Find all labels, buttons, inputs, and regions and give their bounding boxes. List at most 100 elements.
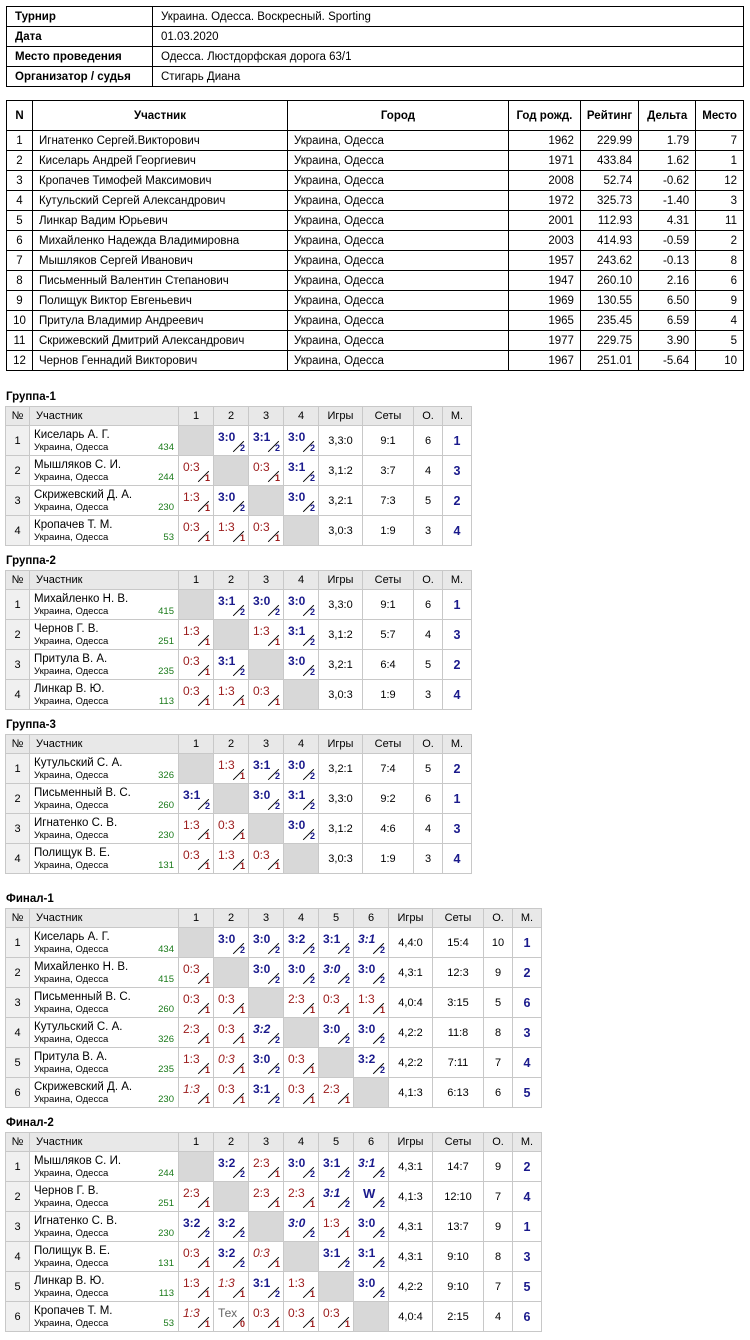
match-result: 3:1 2: [353, 927, 389, 958]
group-header-row: № Участник 1 2 3 4 Игры Сеты О. М.: [5, 406, 472, 426]
group-games: 3,0:3: [318, 679, 363, 710]
match-score: 1:3: [218, 1276, 235, 1290]
player-rating: 260: [158, 1004, 174, 1015]
group-place: 4: [512, 1181, 542, 1212]
player-city: Украина, Одесса: [34, 502, 109, 513]
group-row-number: 2: [5, 619, 30, 650]
match-points: 1: [204, 1259, 210, 1269]
match-result: 0:3 1: [213, 1047, 249, 1078]
participant-row: 3 Кропачев Тимофей Максимович Украина, Оде…: [6, 170, 744, 191]
match-result: 1:3 1: [178, 813, 214, 844]
group-header-cell: 4: [283, 406, 319, 426]
player-name: Скрижевский Д. А.: [34, 489, 133, 501]
group-header-cell: 4: [283, 1132, 319, 1152]
match-score: 3:0: [358, 1276, 376, 1290]
participant-cell: Украина, Одесса: [286, 210, 509, 231]
group-player: Киселарь А. Г. Украина, Одесса 434: [29, 425, 179, 456]
match-result: 1:3 1: [213, 679, 249, 710]
group-row: 1 Кутульский С. А. Украина, Одесса 326 1:3 1 3…: [5, 753, 472, 784]
group-games: 4,2:2: [388, 1271, 433, 1302]
group-sets: 13:7: [432, 1211, 484, 1242]
match-points: 2: [274, 607, 280, 617]
match-result: 0:3 1: [178, 1241, 214, 1272]
self-match-cell: [213, 455, 249, 486]
participant-cell: 1967: [507, 350, 581, 371]
match-score: 1:3: [253, 624, 270, 638]
match-score: 3:0: [253, 962, 271, 976]
group-points: 5: [483, 987, 513, 1018]
match-score: 0:3: [183, 460, 200, 474]
group-header-row: № Участник 1 2 3 4 Игры Сеты О. М.: [5, 734, 472, 754]
group-points: 4: [413, 455, 443, 486]
match-points: 1: [379, 1005, 385, 1015]
group-row-number: 5: [5, 1047, 30, 1078]
match-points: 2: [204, 1229, 210, 1239]
match-points: 2: [274, 771, 280, 781]
match-score: 3:2: [218, 1246, 236, 1260]
group-points: 5: [413, 753, 443, 784]
match-result: 3:0 2: [318, 957, 354, 988]
match-result: 3:0 2: [213, 485, 249, 516]
match-points: 2: [309, 771, 315, 781]
group-header-cell: М.: [442, 406, 472, 426]
player-name: Линкар В. Ю.: [34, 1275, 105, 1287]
group-games: 4,1:3: [388, 1077, 433, 1108]
group-row-number: 3: [5, 649, 30, 680]
match-score: 0:3: [183, 992, 200, 1006]
info-key: Дата: [6, 26, 153, 47]
match-score: 3:1: [253, 758, 271, 772]
group-games: 3,3:0: [318, 783, 363, 814]
group-row: 1 Киселарь А. Г. Украина, Одесса 434 3:0 2 3:1…: [5, 425, 472, 456]
match-points: 1: [204, 831, 210, 841]
match-result: 3:0 2: [213, 425, 249, 456]
match-points: 2: [309, 945, 315, 955]
participant-cell: Притула Владимир Андреевич: [31, 310, 288, 331]
match-points: 1: [204, 667, 210, 677]
match-result: 3:0 2: [248, 589, 284, 620]
match-result: Тех 0: [213, 1301, 249, 1332]
self-match-cell: [283, 679, 319, 710]
info-row: Турнир Украина. Одесса. Воскресный. Sport…: [6, 6, 744, 27]
group-points: 5: [413, 485, 443, 516]
group-row-number: 3: [5, 485, 30, 516]
group-points: 5: [413, 649, 443, 680]
player-city: Украина, Одесса: [34, 1034, 109, 1045]
group-sets: 9:1: [362, 425, 414, 456]
match-points: 1: [239, 533, 245, 543]
match-score: 1:3: [218, 520, 235, 534]
participants-header: Год рожд.: [507, 100, 581, 131]
group-sets: 1:9: [362, 679, 414, 710]
match-score: 0:3: [253, 1246, 270, 1260]
match-result: 0:3 1: [248, 679, 284, 710]
group-place: 4: [442, 843, 472, 874]
participant-cell: Игнатенко Сергей.Викторович: [31, 130, 288, 151]
group-sets: 9:2: [362, 783, 414, 814]
group-player: Линкар В. Ю. Украина, Одесса 113: [29, 1271, 179, 1302]
match-points: 1: [204, 1095, 210, 1105]
player-rating: 244: [158, 472, 174, 483]
match-result: 1:3 1: [248, 619, 284, 650]
self-match-cell: [178, 927, 214, 958]
group-sets: 3:15: [432, 987, 484, 1018]
group-row-number: 4: [5, 1241, 30, 1272]
group-row-number: 4: [5, 843, 30, 874]
participant-cell: 8: [6, 270, 33, 291]
participant-cell: 3: [6, 170, 33, 191]
participant-cell: 10: [695, 350, 744, 371]
match-result: 1:3 1: [213, 843, 249, 874]
match-points: 1: [274, 861, 280, 871]
group-games: 3,3:0: [318, 589, 363, 620]
match-points: 1: [204, 861, 210, 871]
group-games: 4,3:1: [388, 957, 433, 988]
group-place: 3: [512, 1017, 542, 1048]
match-points: 1: [344, 1229, 350, 1239]
player-rating: 131: [158, 1258, 174, 1269]
player-rating: 230: [158, 1228, 174, 1239]
match-result: 1:3 1: [178, 619, 214, 650]
match-result: 0:3 1: [178, 987, 214, 1018]
participants-header: Дельта: [638, 100, 697, 131]
self-match-cell: [353, 1077, 389, 1108]
group-header-cell: №: [5, 406, 30, 426]
match-points: 1: [309, 1199, 315, 1209]
match-score: 0:3: [183, 848, 200, 862]
